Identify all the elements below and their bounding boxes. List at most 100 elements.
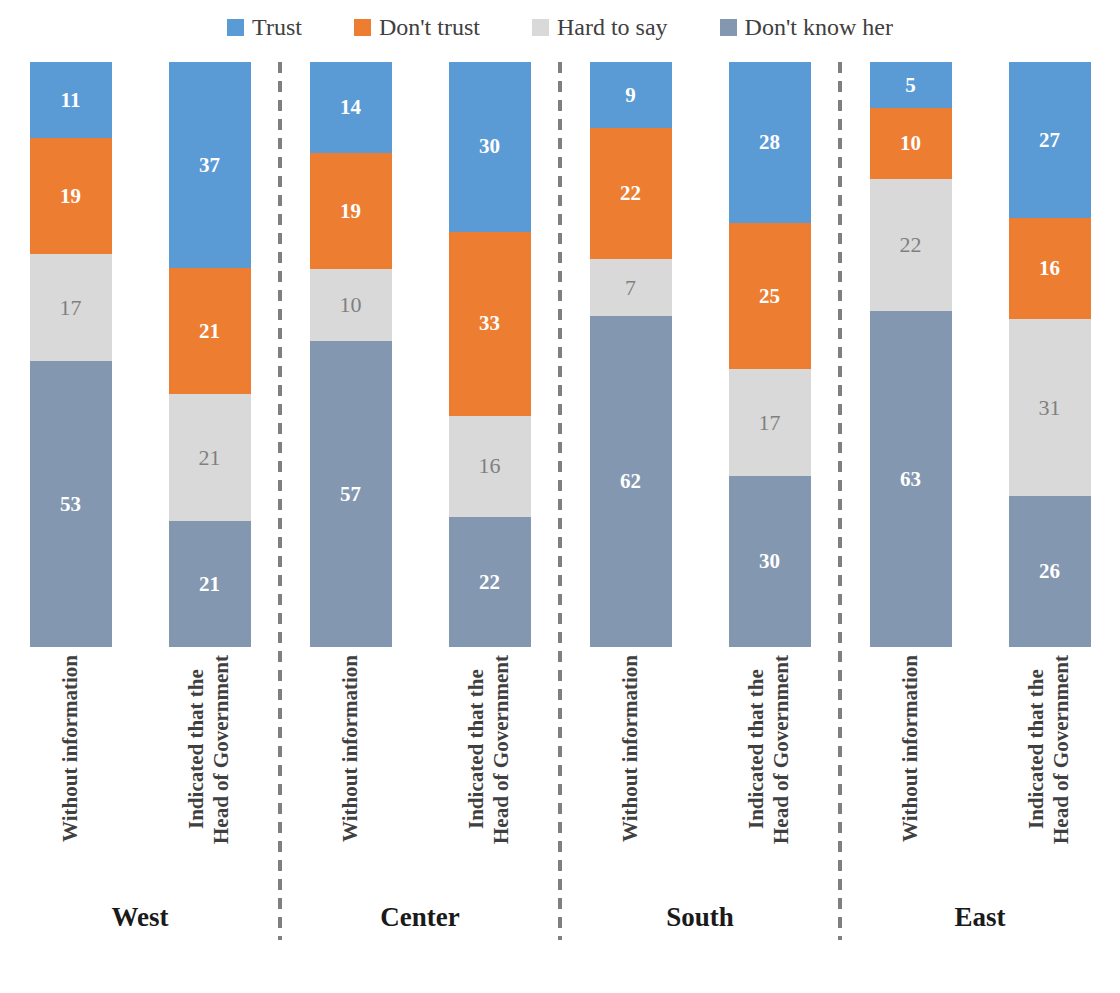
segment-don-t-know-her: 21: [169, 521, 251, 647]
category-label-indicated-that-the-head-of-government: Indicated that theHead of Government: [744, 655, 794, 844]
stacked-bar-south-without-information: 922762: [590, 62, 672, 647]
category-label-indicated-that-the-head-of-government: Indicated that theHead of Government: [464, 655, 514, 844]
region-group-west: 11 19 17 53 37 21 21 21 Without information Indic…: [0, 62, 280, 940]
segment-trust: 11: [30, 62, 112, 138]
chart-plot-area: 11 19 17 53 37 21 21 21 Without information Indic…: [0, 62, 1120, 940]
segment-value-label: 22: [900, 234, 922, 256]
region-row-east: East: [840, 895, 1120, 940]
legend-swatch-trust-icon: [227, 19, 244, 36]
segment-don-t-trust: 22: [590, 128, 672, 259]
segment-hard-to-say: 22: [870, 179, 952, 311]
category-labels-row-east: Without informationIndicated that theHea…: [840, 655, 1120, 895]
segment-don-t-trust: 10: [870, 108, 952, 179]
category-label-cell: Indicated that theHead of Government: [169, 655, 251, 895]
segment-trust: 5: [870, 62, 952, 108]
region-label-south: South: [666, 902, 734, 933]
region-label-east: East: [954, 902, 1005, 933]
segment-value-label: 28: [759, 132, 780, 153]
legend-label-don-t-know-her: Don't know her: [745, 14, 893, 41]
legend-item-hard-to-say: Hard to say: [532, 14, 668, 41]
legend-label-hard-to-say: Hard to say: [557, 14, 668, 41]
category-label-indicated-that-the-head-of-government: Indicated that theHead of Government: [1024, 655, 1074, 844]
segment-don-t-know-her: 63: [870, 311, 952, 647]
segment-trust: 28: [729, 62, 811, 223]
stacked-bar-west-without-information: 11 19 17 53: [30, 62, 112, 647]
segment-value-label: 17: [759, 412, 781, 434]
segment-trust: 14: [310, 62, 392, 153]
segment-value-label: 30: [759, 551, 780, 572]
legend-swatch-don-t-know-her-icon: [720, 19, 737, 36]
stacked-bar-west-indicated-that-the-head-of-government: 37 21 21 21: [169, 62, 251, 647]
segment-value-label: 57: [340, 484, 361, 505]
region-group-east: 5 10 22 63 27 16 31 26Without informationIndica…: [840, 62, 1120, 940]
segment-don-t-know-her: 26: [1009, 496, 1091, 647]
stacked-bar-east-without-information: 5 10 22 63: [870, 62, 952, 647]
stacked-bar-south-indicated-that-the-head-of-government: 28 25 17 30: [729, 62, 811, 647]
segment-value-label: 5: [905, 75, 916, 96]
segment-value-label: 17: [60, 297, 82, 319]
dashed-separator-2: [558, 62, 562, 940]
category-label-cell: Indicated that theHead of Government: [1009, 655, 1091, 895]
segment-value-label: 14: [340, 97, 361, 118]
category-label-cell: Without information: [590, 655, 672, 895]
segment-hard-to-say: 16: [449, 416, 531, 517]
region-row-center: Center: [280, 895, 560, 940]
segment-don-t-know-her: 30: [729, 476, 811, 647]
stacked-bar-east-indicated-that-the-head-of-government: 27 16 31 26: [1009, 62, 1091, 647]
segment-value-label: 62: [620, 471, 641, 492]
segment-hard-to-say: 31: [1009, 319, 1091, 496]
category-labels-row-south: Without information Indicated that theHea…: [560, 655, 840, 895]
segment-don-t-trust: 33: [449, 232, 531, 416]
segment-value-label: 33: [479, 313, 500, 334]
legend-item-trust: Trust: [227, 14, 302, 41]
region-label-center: Center: [380, 902, 459, 933]
segment-value-label: 10: [340, 294, 362, 316]
region-group-south: 92276228251730Without informationIndicat…: [560, 62, 840, 940]
segment-value-label: 63: [900, 469, 921, 490]
category-label-without-information: Without information: [618, 655, 643, 842]
segment-value-label: 19: [340, 201, 361, 222]
segment-hard-to-say: 21: [169, 394, 251, 521]
segment-value-label: 16: [1039, 258, 1060, 279]
segment-value-label: 9: [625, 85, 636, 106]
stacked-bar-center-indicated-that-the-head-of-government: 30331622: [449, 62, 531, 647]
bars-row-east: 5 10 22 63 27 16 31 26: [840, 62, 1120, 647]
dashed-separator-3: [838, 62, 842, 940]
segment-value-label: 21: [199, 574, 220, 595]
segment-trust: 27: [1009, 62, 1091, 218]
chart-canvas: TrustDon't trustHard to sayDon't know he…: [0, 0, 1120, 993]
segment-don-t-know-her: 62: [590, 316, 672, 647]
segment-value-label: 11: [61, 90, 81, 111]
legend-item-don-t-know-her: Don't know her: [720, 14, 893, 41]
segment-value-label: 16: [479, 455, 501, 477]
region-row-south: South: [560, 895, 840, 940]
stacked-bar-center-without-information: 14 19 10 57: [310, 62, 392, 647]
legend-label-trust: Trust: [252, 14, 302, 41]
segment-value-label: 27: [1039, 130, 1060, 151]
segment-don-t-know-her: 53: [30, 361, 112, 647]
segment-value-label: 37: [199, 155, 220, 176]
segment-hard-to-say: 10: [310, 269, 392, 341]
category-labels-row-center: Without information Indicated that theHea…: [280, 655, 560, 895]
category-label-indicated-that-the-head-of-government: Indicated that theHead of Government: [184, 655, 234, 844]
segment-value-label: 53: [60, 494, 81, 515]
bars-row-south: 92276228251730: [560, 62, 840, 647]
segment-trust: 9: [590, 62, 672, 128]
segment-value-label: 21: [199, 321, 220, 342]
segment-value-label: 22: [620, 183, 641, 204]
segment-hard-to-say: 17: [30, 254, 112, 361]
segment-trust: 37: [169, 62, 251, 268]
category-label-without-information: Without information: [58, 655, 83, 842]
segment-don-t-know-her: 57: [310, 341, 392, 647]
segment-don-t-trust: 16: [1009, 218, 1091, 319]
region-label-west: West: [112, 902, 169, 933]
segment-value-label: 21: [199, 447, 221, 469]
segment-don-t-know-her: 22: [449, 517, 531, 647]
segment-value-label: 22: [479, 572, 500, 593]
segment-value-label: 31: [1039, 397, 1061, 419]
legend-swatch-don-t-trust-icon: [354, 19, 371, 36]
segment-value-label: 25: [759, 286, 780, 307]
segment-value-label: 19: [60, 186, 81, 207]
category-labels-row-west: Without information Indicated that theHea…: [0, 655, 280, 895]
category-label-without-information: Without information: [338, 655, 363, 842]
